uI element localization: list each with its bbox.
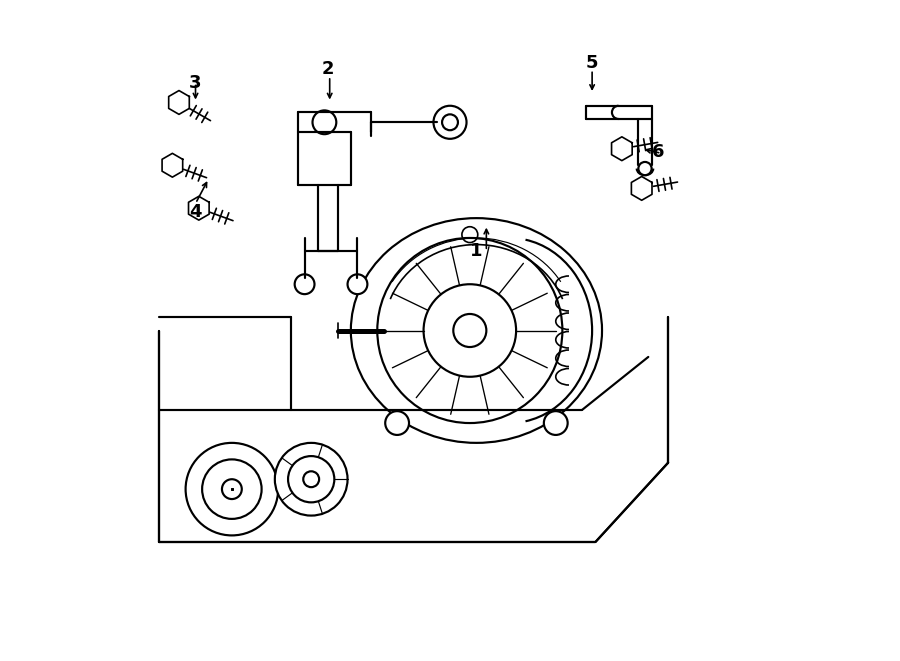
Circle shape <box>185 443 278 535</box>
Circle shape <box>202 459 262 519</box>
Circle shape <box>377 238 562 423</box>
Text: 1: 1 <box>470 242 482 260</box>
Circle shape <box>638 162 652 175</box>
Circle shape <box>222 479 242 499</box>
Text: 5: 5 <box>586 54 598 72</box>
Circle shape <box>312 110 337 134</box>
Circle shape <box>347 274 367 294</box>
Circle shape <box>424 284 516 377</box>
Circle shape <box>544 411 568 435</box>
Text: 6: 6 <box>652 143 664 161</box>
Circle shape <box>454 314 486 347</box>
Circle shape <box>303 471 320 487</box>
Circle shape <box>294 274 314 294</box>
Circle shape <box>274 443 347 516</box>
Text: 2: 2 <box>321 60 334 79</box>
Circle shape <box>385 411 409 435</box>
Text: 3: 3 <box>189 73 202 92</box>
Circle shape <box>288 456 334 502</box>
Text: 4: 4 <box>189 202 202 221</box>
Circle shape <box>442 114 458 130</box>
Circle shape <box>434 106 466 139</box>
Ellipse shape <box>351 218 602 443</box>
